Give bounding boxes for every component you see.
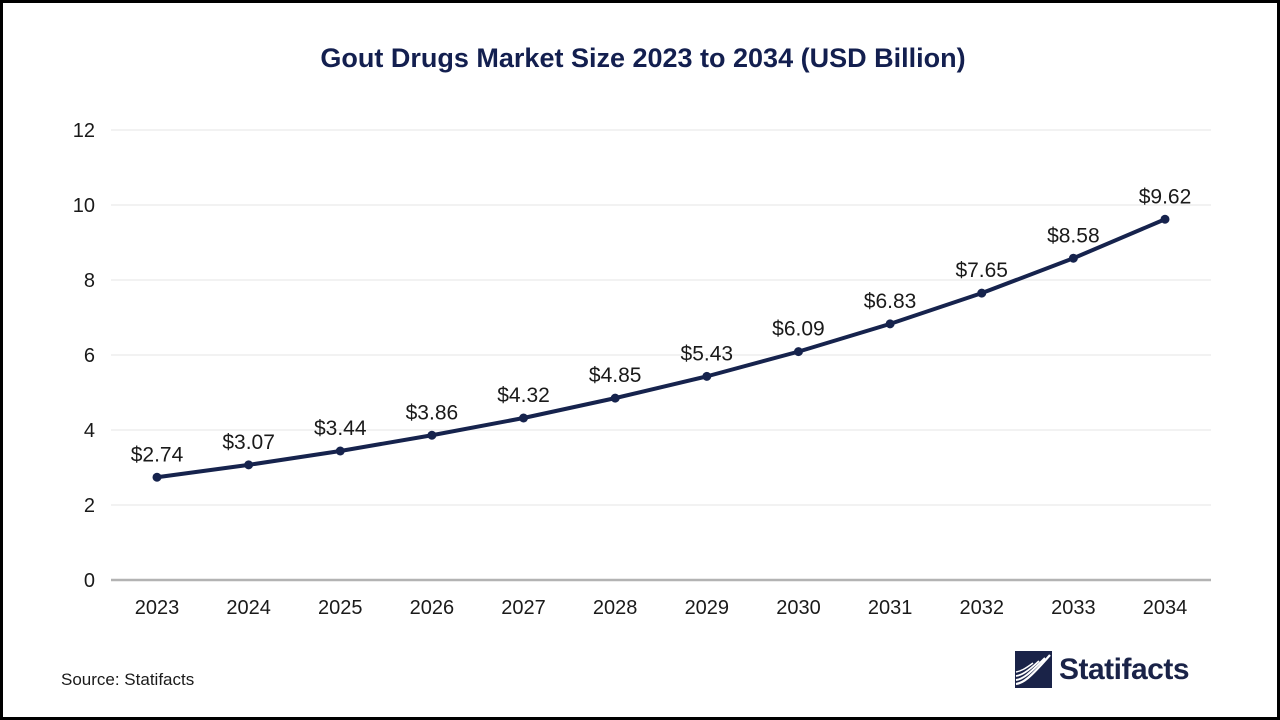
data-point bbox=[427, 430, 437, 440]
chart-line-series bbox=[155, 217, 1167, 480]
x-tick-label: 2032 bbox=[959, 597, 1004, 619]
data-point-label: $3.44 bbox=[314, 417, 367, 440]
x-tick-label: 2029 bbox=[685, 597, 730, 619]
y-tick-label: 4 bbox=[84, 420, 95, 442]
y-tick-label: 0 bbox=[84, 570, 95, 592]
x-tick-label: 2027 bbox=[501, 597, 546, 619]
source-note: Source: Statifacts bbox=[61, 670, 195, 689]
data-point bbox=[793, 347, 803, 357]
chart-title: Gout Drugs Market Size 2023 to 2034 (USD… bbox=[320, 43, 966, 73]
y-tick-label: 12 bbox=[73, 120, 95, 142]
x-tick-label: 2034 bbox=[1143, 597, 1188, 619]
x-tick-label: 2031 bbox=[868, 597, 913, 619]
data-point bbox=[885, 319, 895, 329]
y-tick-label: 6 bbox=[84, 345, 95, 367]
data-point-label: $6.09 bbox=[772, 318, 825, 341]
data-point bbox=[519, 413, 529, 423]
data-point-label: $3.07 bbox=[222, 431, 275, 454]
data-point bbox=[335, 446, 345, 456]
data-point bbox=[152, 472, 162, 482]
data-point-label: $9.62 bbox=[1139, 185, 1192, 208]
data-point bbox=[244, 460, 254, 470]
y-tick-label: 2 bbox=[84, 495, 95, 517]
data-point-label: $7.65 bbox=[955, 259, 1008, 282]
x-tick-label: 2023 bbox=[135, 597, 180, 619]
y-tick-label: 10 bbox=[73, 195, 95, 217]
data-point bbox=[977, 288, 987, 298]
brand-footer: Statifacts bbox=[1015, 651, 1190, 688]
data-point-label: $5.43 bbox=[681, 342, 734, 365]
data-point-label: $3.86 bbox=[406, 401, 459, 424]
x-tick-label: 2024 bbox=[226, 597, 271, 619]
line-chart: 0 2 4 6 8 10 12 2023 2024 2025 2026 2027 2028 2029 203… bbox=[73, 120, 1211, 619]
data-point-label: $8.58 bbox=[1047, 224, 1100, 247]
x-tick-label: 2030 bbox=[776, 597, 821, 619]
data-point bbox=[1068, 253, 1078, 263]
x-tick-label: 2033 bbox=[1051, 597, 1096, 619]
brand-name: Statifacts bbox=[1059, 652, 1190, 686]
data-point-label: $4.85 bbox=[589, 364, 642, 387]
x-tick-label: 2025 bbox=[318, 597, 363, 619]
data-point-label: $2.74 bbox=[131, 443, 184, 466]
y-tick-label: 8 bbox=[84, 270, 95, 292]
statifacts-waves-logo-icon bbox=[1015, 651, 1052, 688]
data-point bbox=[702, 371, 712, 381]
x-tick-label: 2026 bbox=[410, 597, 455, 619]
data-point-label: $4.32 bbox=[497, 384, 550, 407]
data-point-label: $6.83 bbox=[864, 290, 917, 313]
x-tick-label: 2028 bbox=[593, 597, 638, 619]
data-point bbox=[1160, 214, 1170, 224]
data-point bbox=[610, 393, 620, 403]
